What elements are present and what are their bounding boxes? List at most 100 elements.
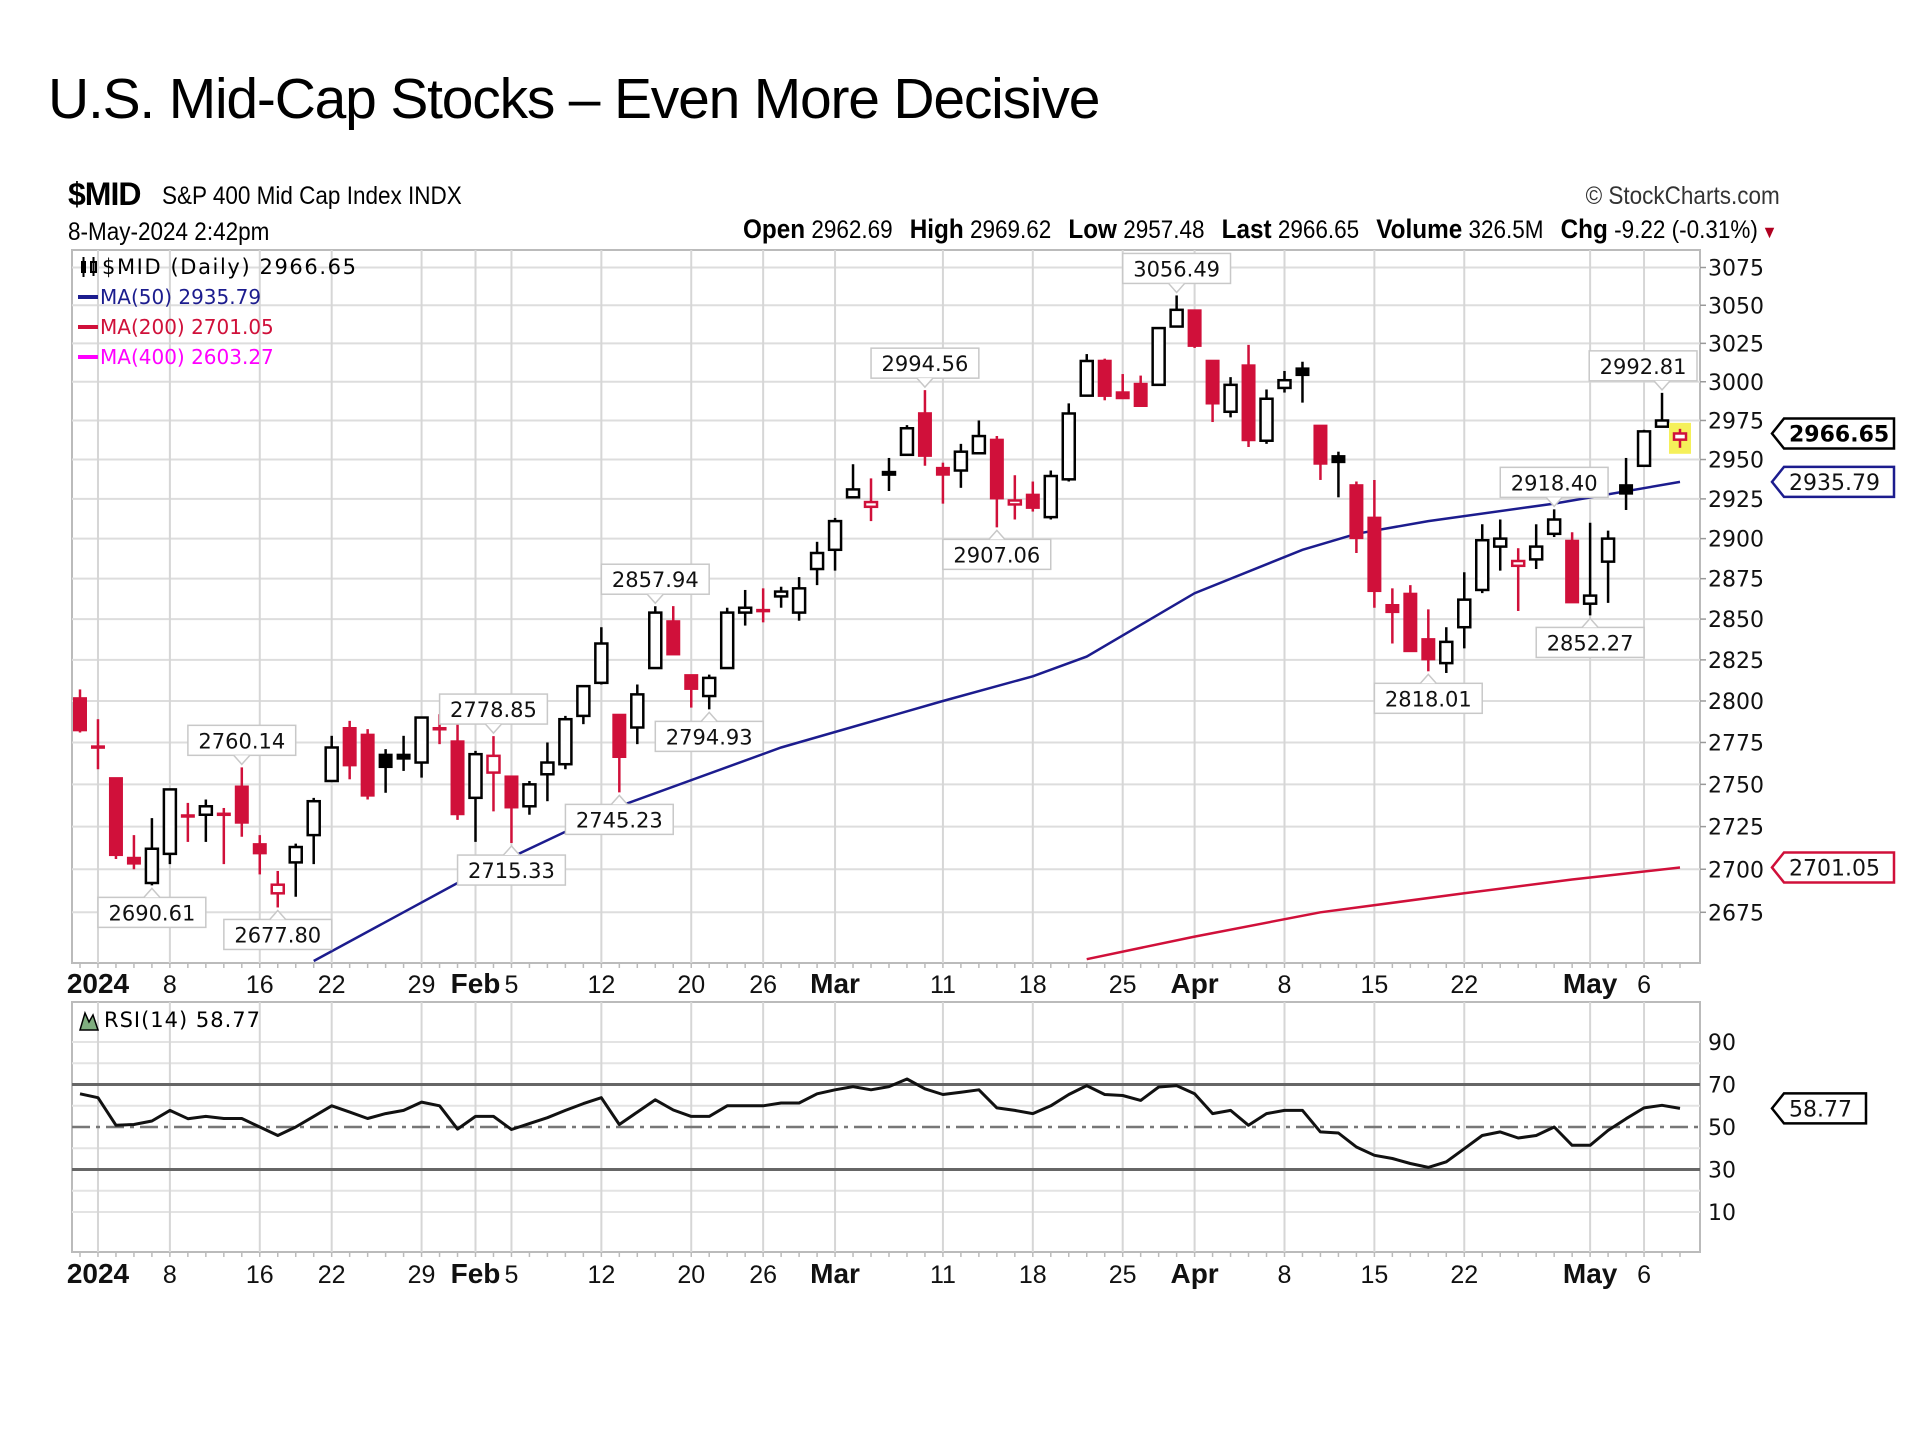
rsi-legend-text: RSI(14) 58.77 xyxy=(104,1008,262,1032)
candle-body xyxy=(522,783,537,808)
rsi-x-tick-label: 18 xyxy=(1019,1261,1047,1289)
candle xyxy=(989,436,1004,528)
rsi-x-tick-label: 22 xyxy=(318,1261,346,1289)
candle xyxy=(1241,344,1256,447)
candle-body xyxy=(899,427,915,457)
ma200-label: MA(200) 2701.05 xyxy=(100,315,274,339)
candle-body xyxy=(1439,640,1454,665)
rsi-x-tick-label: 11 xyxy=(930,1261,956,1289)
candle-body xyxy=(863,500,879,509)
price-x-tick-label: Mar xyxy=(810,968,860,999)
price-annotation: 2794.93 xyxy=(654,711,764,753)
last-value: 2966.65 xyxy=(1278,216,1360,244)
candle xyxy=(773,586,789,608)
candle-body xyxy=(701,676,717,698)
candle-body xyxy=(953,450,969,472)
candle xyxy=(791,577,807,621)
candle xyxy=(1331,451,1346,498)
rsi-x-tick-label: 16 xyxy=(246,1261,274,1289)
candle-body xyxy=(270,883,286,895)
price-annotation: 2852.27 xyxy=(1535,617,1645,659)
annotation-pointer xyxy=(1168,282,1186,294)
rsi-tick-label: 30 xyxy=(1708,1159,1736,1184)
candle xyxy=(684,674,699,708)
candle xyxy=(845,464,861,499)
candle xyxy=(701,674,717,710)
rsi-line xyxy=(79,1077,1681,1169)
ma50-swatch xyxy=(78,295,98,299)
price-annotation: 2818.01 xyxy=(1373,673,1483,715)
value-tag-outline xyxy=(1770,1092,1868,1125)
candle xyxy=(180,802,195,842)
annotation-box xyxy=(223,918,333,951)
candle xyxy=(1385,588,1400,644)
price-annotation: 2690.61 xyxy=(97,887,207,929)
candle-body xyxy=(486,754,501,774)
down-triangle-icon: ▼ xyxy=(1761,222,1778,242)
candle xyxy=(306,797,321,865)
price-tick-label: 2850 xyxy=(1708,608,1764,633)
rsi-x-tick-label: 20 xyxy=(677,1261,705,1289)
price-value-tag: 2701.05 xyxy=(1770,851,1896,884)
candle-body xyxy=(1097,359,1112,397)
candle xyxy=(216,807,231,865)
candle-body xyxy=(809,551,825,571)
candle xyxy=(144,818,160,886)
candle-body xyxy=(378,753,393,769)
candle-body xyxy=(1672,432,1688,441)
candle xyxy=(1492,519,1508,571)
annotation-box xyxy=(97,896,207,929)
candle-body xyxy=(827,519,843,552)
candle xyxy=(1079,354,1094,397)
high-value: 2969.62 xyxy=(970,216,1052,244)
candle xyxy=(1169,295,1184,328)
candle xyxy=(108,777,123,859)
annotation-label: 2918.40 xyxy=(1511,471,1598,495)
candle-body xyxy=(648,611,663,670)
candle xyxy=(648,606,663,670)
price-x-tick-label: 15 xyxy=(1360,971,1388,999)
price-x-tick-label: 20 xyxy=(677,971,705,999)
rsi-x-tick-label: 22 xyxy=(1450,1261,1478,1289)
candle-body xyxy=(73,697,87,732)
candle-body xyxy=(1115,391,1130,400)
rsi-x-tick-label: Feb xyxy=(451,1258,501,1289)
candle xyxy=(1133,375,1148,407)
candle-body xyxy=(1349,484,1364,540)
candle-body xyxy=(1546,518,1562,536)
candle-body xyxy=(1619,484,1634,495)
candle xyxy=(719,607,735,670)
annotation-pointer xyxy=(610,794,628,805)
value-tag-outline xyxy=(1770,851,1896,884)
price-tick-label: 2900 xyxy=(1708,528,1764,553)
open-value: 2962.69 xyxy=(811,216,894,244)
candle-body xyxy=(1582,594,1598,605)
annotation-label: 2690.61 xyxy=(108,901,195,925)
candle-body xyxy=(1474,538,1490,592)
candle xyxy=(198,799,214,842)
legend-ma50: MA(50) 2935.79 xyxy=(78,282,358,312)
candle-body xyxy=(1079,359,1094,397)
annotation-pointer xyxy=(700,711,718,722)
candle xyxy=(342,720,357,780)
price-tick-label: 2675 xyxy=(1708,901,1764,926)
price-annotation: 2857.94 xyxy=(600,563,710,605)
candle-body xyxy=(756,608,771,613)
price-plot xyxy=(73,295,1691,963)
candle xyxy=(486,736,501,812)
ma50-label: MA(50) 2935.79 xyxy=(100,285,262,309)
price-tick-label: 2750 xyxy=(1708,773,1764,798)
volume-key: Volume xyxy=(1376,214,1463,244)
candle-body xyxy=(234,785,249,824)
candle-body xyxy=(845,488,861,499)
annotation-pointer xyxy=(1653,380,1671,391)
annotation-box xyxy=(600,563,710,595)
candle-body xyxy=(684,674,699,690)
annotation-label: 2715.33 xyxy=(468,859,555,883)
price-tick-label: 2825 xyxy=(1708,649,1764,674)
candle-body xyxy=(90,745,105,749)
annotation-label: 2994.56 xyxy=(882,352,969,376)
candle-body xyxy=(1636,430,1652,468)
candle xyxy=(504,775,519,844)
